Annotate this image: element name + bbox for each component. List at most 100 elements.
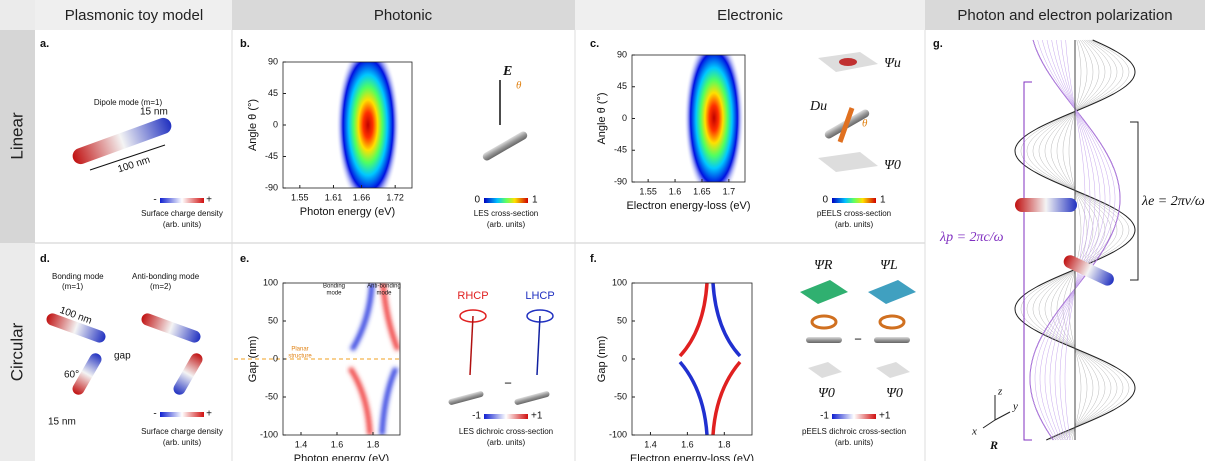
y-tick-label: -100: [260, 429, 278, 439]
y-tick-label: -90: [265, 182, 278, 192]
wavefunction: [868, 280, 916, 304]
formula: λe = 2πv/ω: [1141, 194, 1205, 209]
annotation: mode: [326, 291, 342, 297]
colorbar-label: 1: [532, 195, 538, 206]
header: Electronic: [717, 7, 783, 24]
header: Photon and electron polarization: [957, 7, 1172, 24]
formula: λp = 2πc/ω: [939, 230, 1004, 245]
caption: (arb. units): [163, 438, 202, 447]
x-tick-label: 1.8: [367, 439, 380, 449]
label: Bonding mode: [52, 272, 104, 281]
y-tick-label: 45: [268, 88, 278, 98]
colorbar: [160, 412, 204, 417]
x-tick-label: 1.8: [718, 439, 731, 449]
bracket: [1130, 122, 1138, 280]
y-axis-label: Gap (nm): [596, 336, 608, 382]
arrow: [470, 316, 473, 375]
caption: (arb. units): [835, 220, 874, 229]
symbol: Ψ0: [886, 386, 903, 401]
panel-letter: a.: [40, 38, 49, 50]
label: 100 nm: [116, 155, 151, 176]
y-tick-label: 50: [617, 315, 627, 325]
x-tick-label: 1.66: [353, 192, 371, 202]
y-tick-label: 100: [612, 277, 627, 287]
y-tick-label: 0: [273, 119, 278, 129]
y-tick-label: -50: [265, 391, 278, 401]
wavefunction: [800, 280, 848, 304]
symbol: ΨL: [880, 258, 898, 273]
rod: [171, 351, 204, 397]
y-tick-label: -90: [614, 176, 627, 186]
colorbar-label: -1: [820, 411, 829, 422]
x-tick-label: 1.55: [639, 186, 657, 196]
symbol: Ψu: [884, 56, 901, 71]
rod: [874, 337, 910, 343]
plane: [808, 362, 842, 378]
x-tick-label: 1.61: [325, 192, 343, 202]
plane: [876, 362, 910, 378]
plot-frame: [632, 283, 752, 435]
colorbar-label: 0: [822, 195, 828, 206]
y-tick-label: 100: [263, 277, 278, 287]
x-tick-label: 1.4: [295, 439, 308, 449]
wavefunction: [839, 58, 857, 66]
symbol: E: [502, 64, 512, 79]
colorbar-label: -: [153, 195, 156, 206]
rod: [70, 116, 173, 167]
panel-letter: d.: [40, 253, 50, 265]
y-tick-label: 45: [617, 81, 627, 91]
colorbar-label: 1: [880, 195, 886, 206]
operator: −: [504, 375, 512, 390]
x-tick-label: 1.6: [669, 186, 682, 196]
symbol: θ: [862, 118, 868, 130]
panel-letter: e.: [240, 253, 249, 265]
label: LHCP: [525, 290, 554, 302]
header: Plasmonic toy model: [65, 7, 203, 24]
x-tick-label: 1.72: [386, 192, 404, 202]
colorbar: [832, 198, 876, 203]
colorbar-label: 0: [474, 195, 480, 206]
rod: [1015, 198, 1077, 212]
x-tick-label: 1.6: [331, 439, 344, 449]
x-tick-label: 1.6: [681, 439, 694, 449]
caption: (arb. units): [487, 438, 526, 447]
rod: [1062, 253, 1116, 288]
y-tick-label: 0: [622, 113, 627, 123]
annotation: Anti-bonding: [367, 284, 401, 290]
annotation: mode: [376, 291, 392, 297]
symbol: θ: [516, 80, 522, 92]
y-tick-label: -50: [614, 391, 627, 401]
operator: −: [854, 331, 862, 346]
colorbar-label: +: [206, 195, 212, 206]
label: Anti-bonding mode: [132, 272, 200, 281]
colorbar-label: -: [153, 409, 156, 420]
colorbar-label: +1: [879, 411, 891, 422]
x-axis-label: Electron energy-loss (eV): [630, 453, 754, 461]
plane: [818, 152, 878, 172]
rod: [448, 390, 484, 405]
arrow: [537, 316, 540, 375]
rod: [140, 312, 202, 344]
y-tick-label: 90: [617, 49, 627, 59]
caption: (arb. units): [835, 438, 874, 447]
caption: (arb. units): [163, 220, 202, 229]
caption: (arb. units): [487, 220, 526, 229]
panel-letter: c.: [590, 38, 599, 50]
rod: [806, 337, 842, 343]
caption: pEELS dichroic cross-section: [802, 427, 906, 436]
x-tick-label: 1.4: [644, 439, 657, 449]
y-tick-label: -100: [609, 429, 627, 439]
figure: Plasmonic toy model Photonic Electronic …: [0, 0, 1205, 461]
y-tick-label: 90: [268, 56, 278, 66]
annotation: Bonding: [323, 284, 345, 290]
panel-letter: g.: [933, 38, 943, 50]
axis-label: y: [1012, 401, 1018, 413]
axis-label: x: [971, 426, 977, 438]
label: gap: [114, 351, 131, 362]
heatmap: [336, 41, 400, 209]
axes-triad: [983, 395, 1010, 428]
symbol: Ψ0: [818, 386, 835, 401]
header: Photonic: [374, 7, 433, 24]
rod: [514, 390, 550, 405]
y-tick-label: 0: [622, 353, 627, 363]
